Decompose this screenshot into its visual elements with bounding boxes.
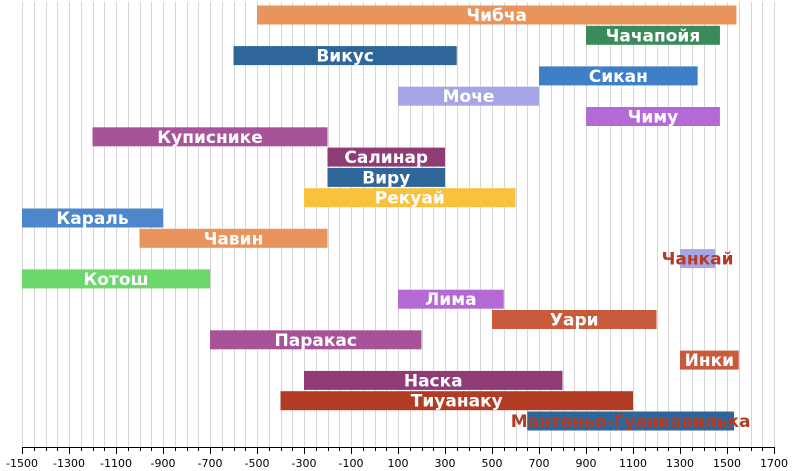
bar-17 [210,330,422,350]
bar-3 [233,46,457,66]
bar-2 [586,25,720,45]
bar-16 [492,310,657,329]
bar-7 [92,127,328,147]
bar-15 [398,289,504,309]
x-tick-label: 300 [435,457,456,470]
bar-label: Чавин [204,229,264,249]
bar-8 [327,147,445,167]
x-tick-label: -1500 [6,457,38,470]
bar-10 [304,188,516,208]
bar-14 [22,269,210,289]
x-tick-label: -700 [198,457,223,470]
bar-6 [586,107,720,126]
bar-label: Паракас [275,331,357,351]
bar-label: Викус [316,47,374,67]
x-tick-label: 700 [529,457,550,470]
bar-label: Чиму [628,108,679,128]
bars: Чибча Чачапойя Викус Сикан Моче Чиму Куписнике… [22,5,751,432]
bar-9 [327,167,445,187]
bar-4 [539,66,698,86]
x-tick-label: -1100 [100,457,132,470]
bar-21 [527,411,735,431]
x-tick-label: 100 [388,457,409,470]
x-tick-label: 500 [482,457,503,470]
x-tick-label: 1100 [619,457,647,470]
x-tick-label: 1700 [760,457,788,470]
x-tick-label: 1500 [713,457,741,470]
x-tick-label: -100 [339,457,364,470]
bar-label: Куписнике [157,128,262,148]
x-tick-label: -300 [292,457,317,470]
bar-label: Тиуанаку [411,392,503,412]
bar-label: Виру [362,168,410,188]
bar-label: Караль [56,209,128,229]
bar-label: Сикан [589,67,648,87]
x-tick-label: -1300 [53,457,85,470]
bar-label: Рекуай [375,189,445,209]
bar-1 [257,5,737,25]
bar-label: Котош [83,270,148,290]
bar-label: Уари [550,311,599,331]
bar-13 [680,249,716,269]
bar-12 [139,228,328,248]
bar-label: Моче [443,87,495,107]
bar-label: Чачапойя [606,26,701,46]
bar-19 [304,370,563,390]
bar-label: Салинар [344,148,428,168]
x-tick-label: 1300 [666,457,694,470]
bar-20 [280,391,633,411]
bar-label: Лима [425,290,476,310]
bar-11 [22,208,163,228]
x-tick-label: 900 [576,457,597,470]
bar-label: Мантеньо-Гуанкавилька [511,412,751,432]
x-axis: -1500 -1300 -1100 -900 -700 -500 -300 -100 100 30… [6,447,788,470]
bar-label: Наска [404,371,463,391]
bar-label: Инки [685,351,734,371]
x-tick-label: -500 [245,457,270,470]
bar-18 [680,350,739,370]
bar-label: Чанкай [662,250,734,270]
x-tick-label: -900 [151,457,176,470]
bar-label: Чибча [466,6,527,26]
bar-5 [398,86,539,106]
